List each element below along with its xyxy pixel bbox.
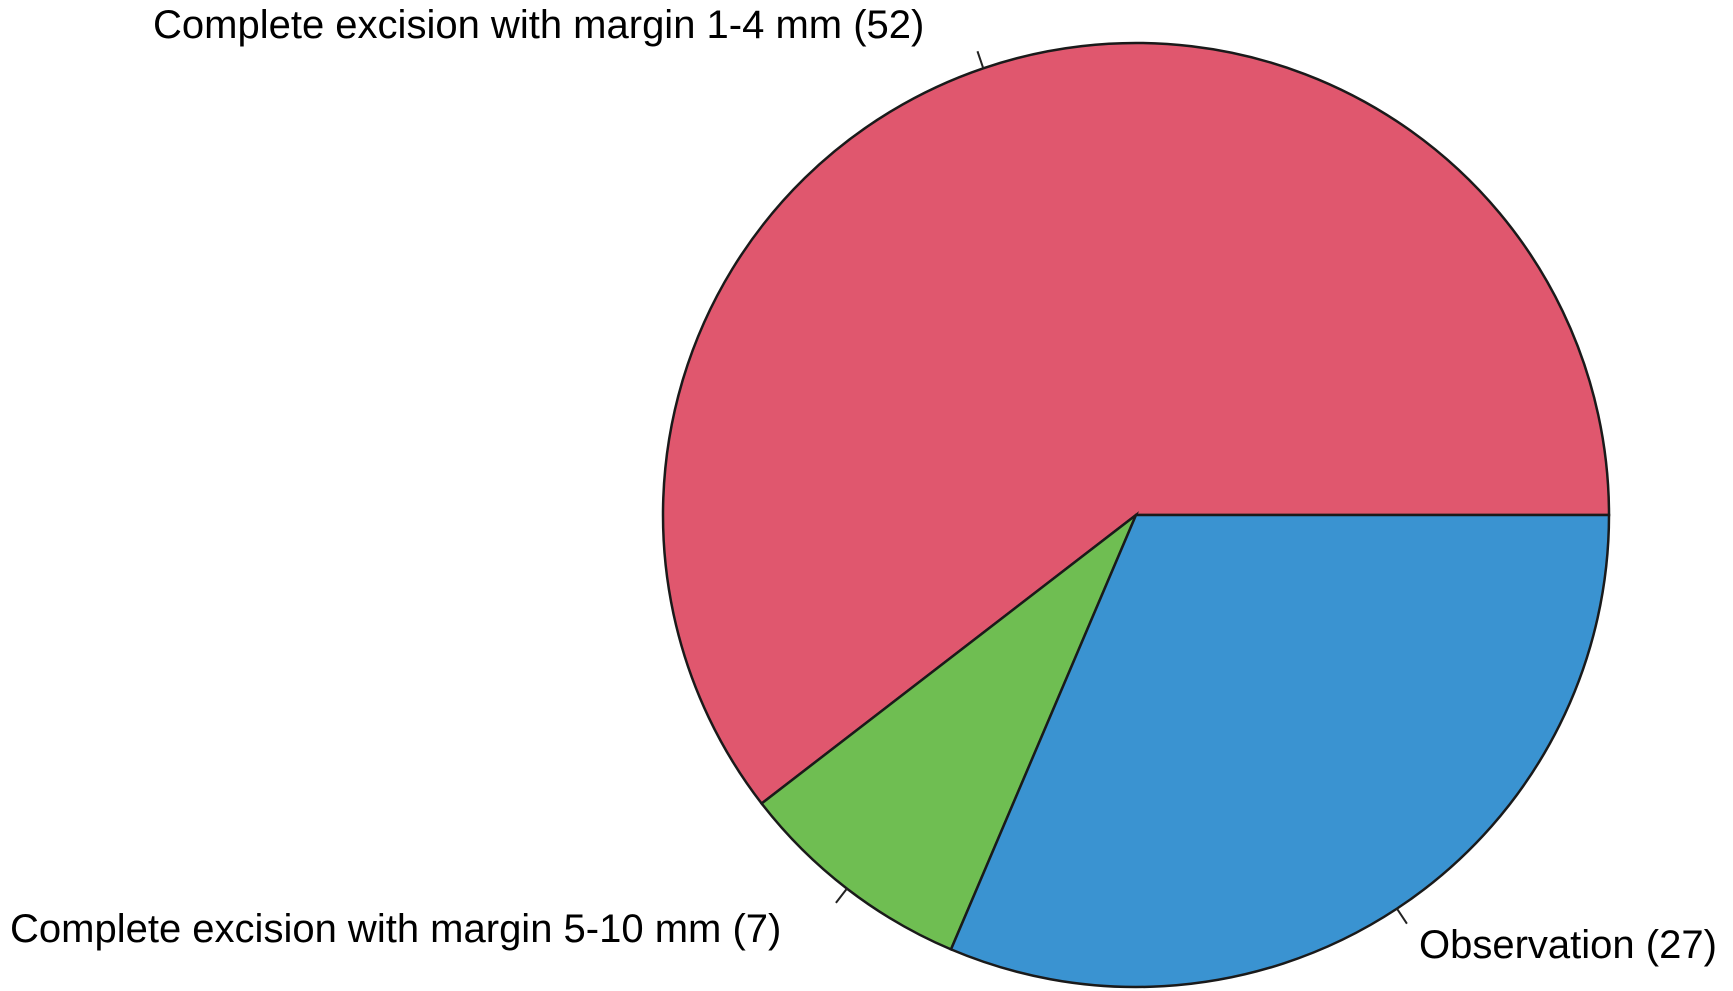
slice-label-margin-5-10mm: Complete excision with margin 5-10 mm (7…	[10, 907, 781, 951]
slice-label-observation: Observation (27)	[1419, 923, 1717, 967]
leader-lines	[835, 50, 1408, 925]
leader-line-pie-slice-margin-5-10mm	[835, 887, 848, 904]
leader-line-pie-slice-margin-1-4mm	[976, 50, 985, 69]
leader-line-pie-slice-observation	[1396, 908, 1408, 925]
pie-slices	[661, 41, 1611, 989]
pie-slice-margin-5-10mm	[759, 511, 1140, 952]
pie-slice-observation	[949, 513, 1611, 989]
slice-label-margin-1-4mm: Complete excision with margin 1-4 mm (52…	[153, 3, 924, 47]
